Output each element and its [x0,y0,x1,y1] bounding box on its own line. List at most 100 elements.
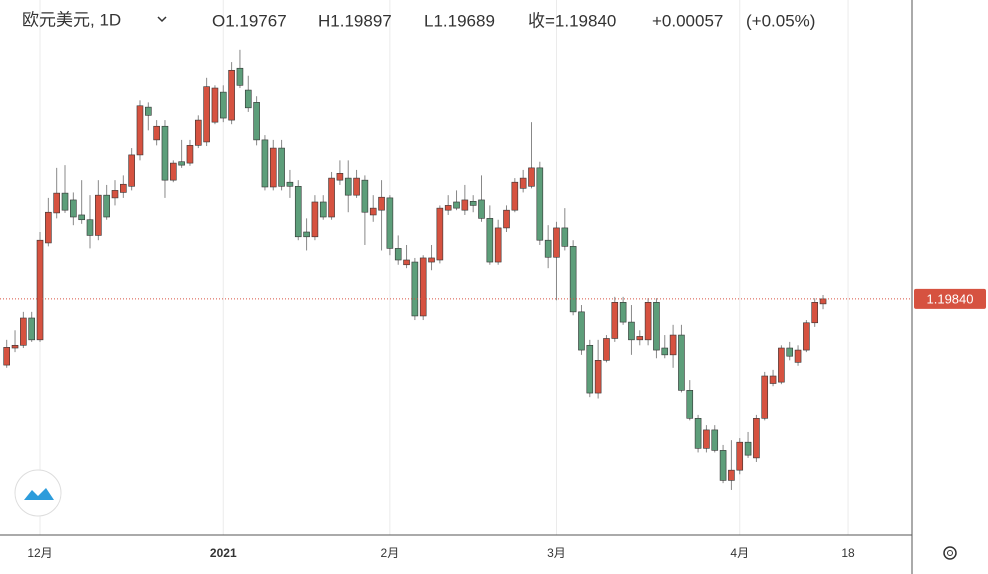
candle-body [236,67,244,86]
candle-body [553,227,560,258]
candle-body [528,167,535,187]
candle-body [211,87,219,123]
candle-body [444,205,452,211]
candle-body [819,298,827,305]
candle-body [378,196,385,211]
settings-icon[interactable] [943,546,957,560]
candle-body [769,375,777,384]
candle-body [161,125,169,181]
candle-body [436,207,444,261]
candle-body [753,418,760,459]
candle-body [53,192,60,214]
candle-body [719,450,727,481]
candle-body [619,302,627,323]
candle-body [578,311,585,351]
candle-body [28,317,35,341]
candle-body [728,469,735,481]
logo[interactable] [14,469,62,517]
candle-body [194,119,202,146]
candle-body [411,261,419,317]
candle-body [269,147,277,188]
logo-icon[interactable] [24,488,54,500]
candle-body [11,344,19,349]
symbol-title[interactable]: 欧元美元, 1D [22,10,121,29]
candle-body [136,105,144,156]
candle-body [428,257,435,263]
candle-body [170,162,177,181]
legend-change-pct: (+0.05%) [746,11,815,30]
candle-body [569,246,577,313]
legend-high: H1.19897 [318,11,392,30]
candle-body [361,179,369,213]
settings-icon-core[interactable] [947,550,953,556]
candle-body [353,177,360,196]
legend-open: O1.19767 [212,11,287,30]
candle-body [478,199,485,219]
candle-body [711,429,719,451]
candle-body [794,349,802,363]
candle-body [253,102,260,141]
candle-body [103,194,110,218]
candle-body [111,190,119,199]
candle-body [70,199,77,218]
candle-body [561,227,569,247]
x-tick-label: 2021 [210,546,237,560]
candle-body [811,302,819,324]
candle-body [669,334,677,356]
candle-body [86,219,94,236]
candle-body [344,177,352,196]
candle-body [744,441,752,456]
candle-body [419,257,427,317]
candle-body [311,201,319,238]
candle-body [469,201,477,206]
candle-body [686,390,694,419]
candle-body [403,259,410,266]
legend-change: +0.00057 [652,11,723,30]
logo-circle[interactable] [14,469,62,517]
candle-body [503,209,510,229]
candle-body [369,207,377,216]
candle-body [219,91,227,119]
candle-body [261,139,269,188]
candle-body [278,147,285,187]
candle-body [661,347,669,356]
candle-body [603,338,610,361]
candle-body [644,302,652,341]
candle-body [636,336,644,341]
candle-body [95,194,102,236]
candle-body [544,239,552,258]
candle-body [120,183,127,193]
candle-body [20,317,27,346]
candle-body [778,347,785,383]
last-price-label: 1.19840 [927,291,974,306]
candle-body [336,173,344,181]
candle-body [294,185,302,238]
candle-body [178,161,185,166]
x-tick-label: 12月 [27,546,52,560]
ohlc-legend: O1.19767 H1.19897 L1.19689 收=1.19840 +0.… [212,11,815,30]
candle-body [611,302,619,339]
dropdown-icon[interactable] [157,16,167,23]
candle-body [519,177,527,189]
candle-body [678,334,685,391]
candle-body [328,177,335,218]
candle-body [394,248,402,261]
candle-body [78,214,85,221]
candle-body [45,211,52,244]
candle-body [386,197,394,249]
settings[interactable] [943,546,957,560]
candle-body [703,429,710,449]
x-tick-label: 4月 [730,546,749,560]
candle-body [628,321,635,341]
legend-low: L1.19689 [424,11,495,30]
candle-body [153,125,160,141]
candle-body [536,167,544,241]
candle-body [303,231,310,238]
candle-body [145,106,152,116]
x-tick-label: 2月 [381,546,400,560]
candle-body [594,360,602,394]
candle-body [186,145,194,164]
candle-body [694,418,702,449]
